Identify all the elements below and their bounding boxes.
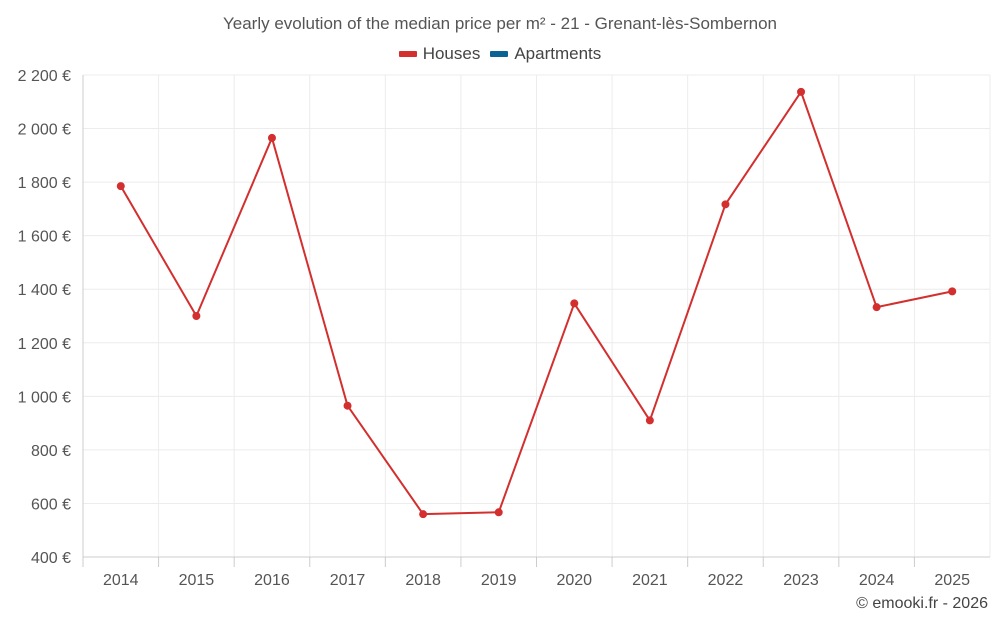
footer-credit: © emooki.fr - 2026 (856, 595, 988, 612)
data-point (419, 510, 428, 519)
data-point (116, 182, 125, 191)
y-tick-label: 800 € (31, 443, 71, 460)
x-tick-label: 2017 (330, 572, 366, 589)
y-tick-label: 2 200 € (18, 68, 71, 85)
x-tick-label: 2015 (179, 572, 215, 589)
legend-item-houses[interactable]: Houses (398, 44, 481, 64)
y-tick-label: 400 € (31, 550, 71, 567)
data-point (797, 87, 806, 96)
y-tick-label: 1 800 € (18, 175, 71, 192)
x-tick-label: 2014 (103, 572, 139, 589)
y-tick-label: 1 400 € (18, 282, 71, 299)
axes: 400 € 600 € 800 € 1 000 € 1 200 € 1 400 € 1 60… (18, 68, 990, 589)
legend-item-apartments[interactable]: Apartments (490, 44, 601, 64)
x-tick-label: 2023 (783, 572, 819, 589)
data-point (570, 299, 579, 308)
x-tick-label: 2025 (934, 572, 970, 589)
data-point (192, 312, 201, 320)
y-tick-label: 1 200 € (18, 336, 71, 353)
grid-lines (83, 74, 991, 557)
x-tick-label: 2024 (859, 572, 895, 589)
chart-title: Yearly evolution of the median price per… (222, 14, 778, 33)
data-point (267, 133, 276, 142)
x-tick-label: 2020 (556, 572, 592, 589)
legend: Houses Apartments (0, 44, 1000, 64)
x-tick-label: 2022 (708, 572, 744, 589)
y-tick-label: 600 € (31, 496, 71, 513)
x-tick-label: 2018 (405, 572, 441, 589)
data-point (872, 303, 881, 312)
legend-swatch-houses (398, 51, 417, 57)
data-point (645, 416, 654, 425)
data-point (494, 508, 503, 517)
y-tick-label: 2 000 € (18, 122, 71, 139)
y-tick-label: 1 000 € (18, 389, 71, 406)
y-tick-label: 1 600 € (18, 229, 71, 246)
series-line-houses (119, 90, 953, 516)
legend-label-houses: Houses (422, 44, 481, 63)
x-tick-label: 2019 (481, 572, 517, 589)
data-point (343, 401, 352, 410)
x-tick-label: 2016 (254, 572, 290, 589)
x-tick-label: 2021 (632, 572, 668, 589)
legend-label-apartments: Apartments (514, 44, 602, 63)
data-point (721, 200, 730, 209)
series-layer (116, 87, 957, 519)
data-point (948, 287, 957, 296)
legend-swatch-apartments (490, 51, 509, 57)
